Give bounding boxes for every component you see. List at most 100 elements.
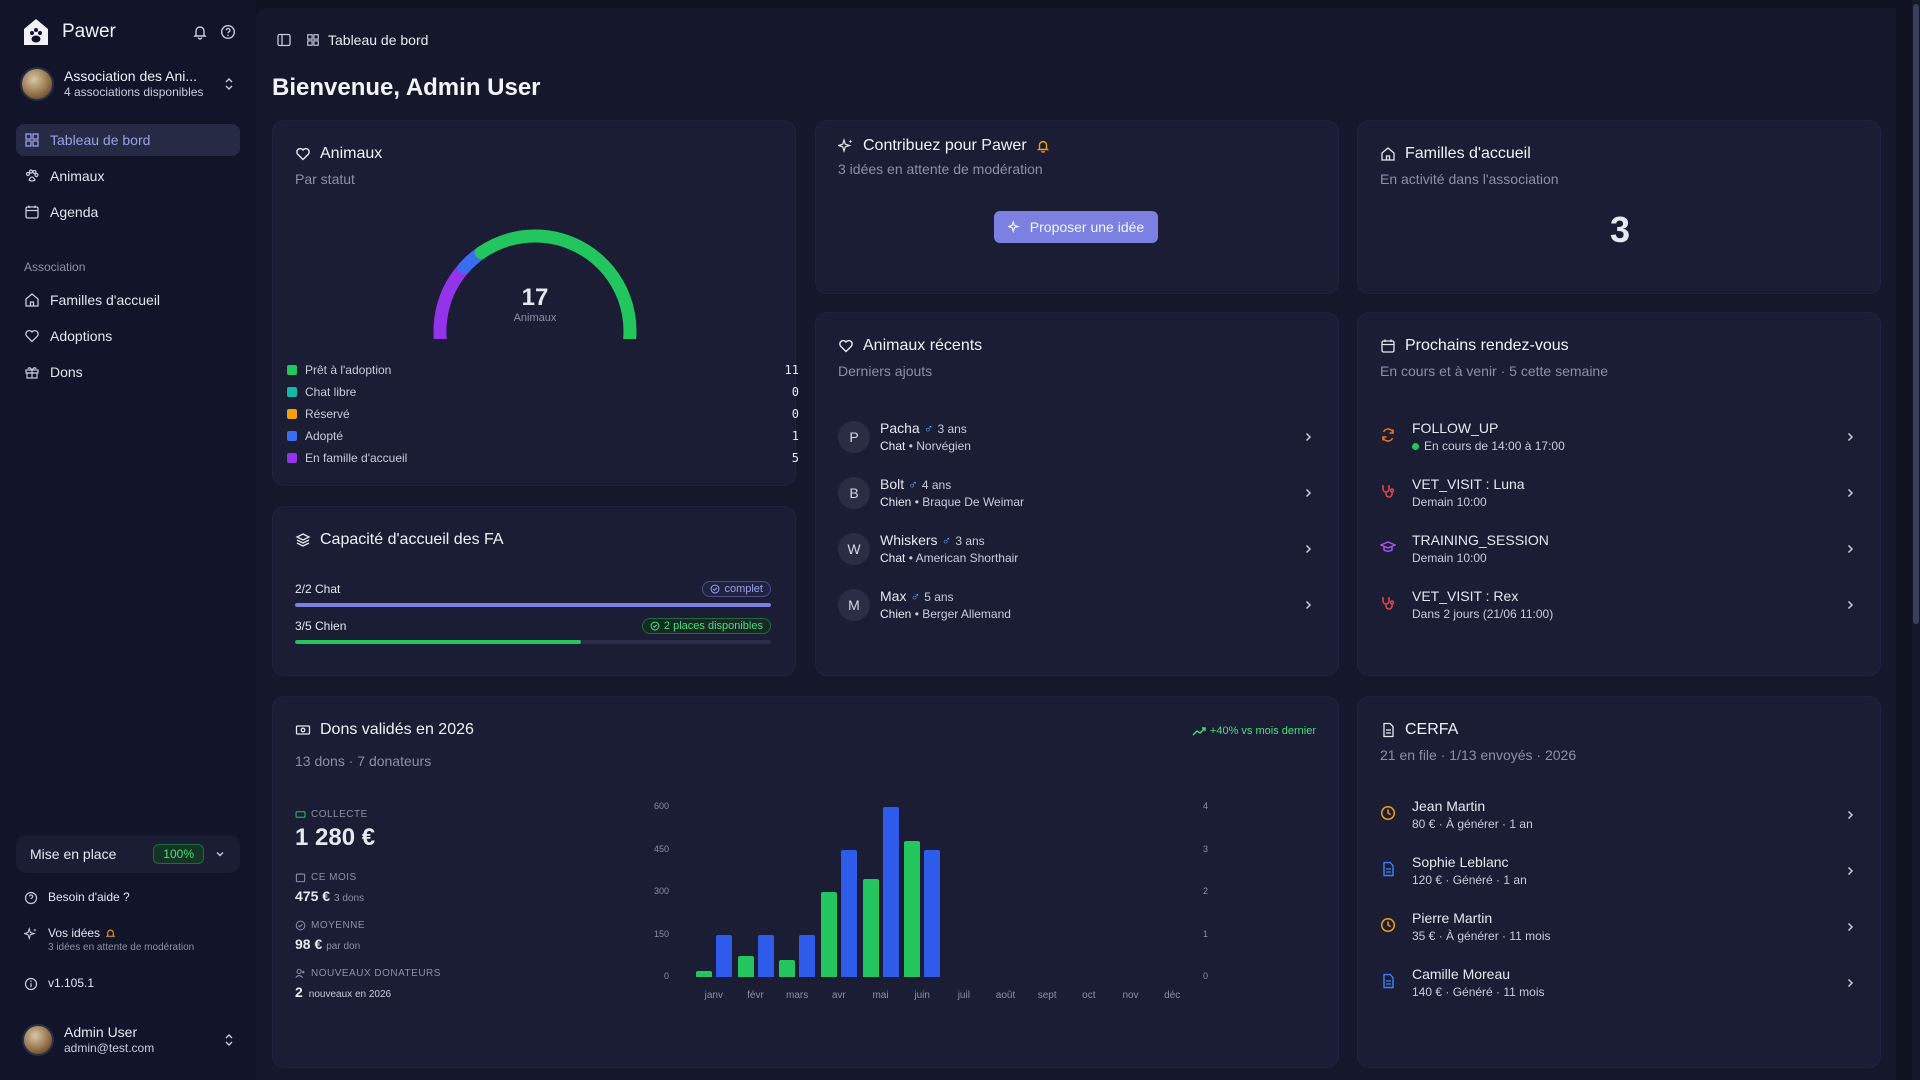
cerfa-name: Jean Martin bbox=[1412, 798, 1486, 815]
nav-label: Animaux bbox=[50, 168, 105, 184]
nav-item-familles[interactable]: Familles d'accueil bbox=[16, 284, 240, 316]
help-circle-icon bbox=[24, 891, 38, 905]
cerfa-item[interactable]: Jean Martin 80 € · À générer · 1 an bbox=[1380, 787, 1856, 843]
capacity-bar-fill bbox=[295, 603, 771, 607]
nav-label: Tableau de bord bbox=[50, 132, 151, 148]
animal-name: Max bbox=[880, 588, 907, 605]
gauge-total: 17 bbox=[521, 284, 549, 311]
breadcrumb-label[interactable]: Tableau de bord bbox=[328, 32, 429, 48]
sparkles-icon bbox=[1007, 220, 1020, 234]
nav-item-dons[interactable]: Dons bbox=[16, 356, 240, 388]
cerfa-item[interactable]: Camille Moreau 140 € · Généré · 11 mois bbox=[1380, 955, 1856, 1011]
scrollbar[interactable] bbox=[1912, 0, 1920, 1080]
card-subtitle: En activité dans l'association bbox=[1380, 171, 1559, 187]
org-switcher[interactable]: Association des Ani... 4 associations di… bbox=[20, 62, 236, 106]
sparkles-icon bbox=[838, 138, 853, 154]
user-plus-icon bbox=[295, 968, 305, 978]
rdv-item[interactable]: TRAINING_SESSION Demain 10:00 bbox=[1380, 521, 1856, 577]
cerfa-item[interactable]: Sophie Leblanc 120 € · Généré · 1 an bbox=[1380, 843, 1856, 899]
recents-list: P Pacha ♂ 3 ans Chat • Norvégien B Bolt … bbox=[838, 409, 1314, 633]
legend-label: Chat libre bbox=[305, 385, 357, 399]
gauge-label: Animaux bbox=[513, 312, 557, 324]
chart-bar[interactable] bbox=[904, 841, 921, 977]
chart-bar[interactable] bbox=[737, 955, 754, 977]
animal-species: Chien bbox=[880, 495, 912, 510]
x-tick-label: janv bbox=[704, 990, 723, 1001]
chart-bar[interactable] bbox=[779, 960, 796, 977]
cerfa-detail: 140 € · Généré · 11 mois bbox=[1412, 985, 1545, 1000]
chevrons-up-down-icon bbox=[222, 77, 236, 91]
animal-breed: Braque De Weimar bbox=[922, 495, 1025, 510]
animal-avatar: P bbox=[838, 421, 870, 453]
calendar-icon bbox=[25, 205, 39, 219]
card-title: Prochains rendez-vous bbox=[1405, 337, 1569, 354]
sidebar-toggle-icon[interactable] bbox=[276, 32, 292, 48]
version-info[interactable]: v1.105.1 bbox=[24, 976, 244, 991]
chart-bar[interactable] bbox=[820, 892, 837, 977]
heart-icon bbox=[25, 329, 39, 343]
help-link[interactable]: Besoin d'aide ? bbox=[24, 890, 244, 905]
rdv-title: VET_VISIT : Luna bbox=[1412, 476, 1525, 493]
chart-bar[interactable] bbox=[715, 934, 732, 977]
recent-animal-item[interactable]: B Bolt ♂ 4 ans Chien • Braque De Weimar bbox=[838, 465, 1314, 521]
animal-age: 5 ans bbox=[924, 589, 954, 604]
chart-bar[interactable] bbox=[695, 971, 712, 977]
chart-bar[interactable] bbox=[862, 879, 879, 977]
x-tick-label: oct bbox=[1082, 990, 1096, 1001]
rdv-item[interactable]: VET_VISIT : Rex Dans 2 jours (21/06 11:0… bbox=[1380, 577, 1856, 633]
x-tick-label: août bbox=[995, 990, 1016, 1001]
document-icon bbox=[1380, 973, 1400, 993]
refresh-icon bbox=[1380, 427, 1400, 447]
chart-bar[interactable] bbox=[757, 934, 774, 977]
cerfa-detail: 120 € · Généré · 1 an bbox=[1412, 873, 1527, 888]
nav-item-agenda[interactable]: Agenda bbox=[16, 196, 240, 228]
nav-item-animaux[interactable]: Animaux bbox=[16, 160, 240, 192]
scrollbar-thumb[interactable] bbox=[1913, 4, 1919, 624]
user-avatar bbox=[22, 1024, 54, 1056]
chart-bar[interactable] bbox=[882, 807, 899, 977]
chevron-right-icon bbox=[1302, 543, 1314, 555]
rdv-when: En cours de 14:00 à 17:00 bbox=[1424, 439, 1565, 454]
animal-name: Whiskers bbox=[880, 532, 938, 549]
animal-breed: American Shorthair bbox=[915, 551, 1019, 566]
legend-value: 0 bbox=[791, 385, 799, 399]
nav-item-adoptions[interactable]: Adoptions bbox=[16, 320, 240, 352]
rdv-item[interactable]: FOLLOW_UP En cours de 14:00 à 17:00 bbox=[1380, 409, 1856, 465]
rdv-title: TRAINING_SESSION bbox=[1412, 532, 1549, 549]
recent-animal-item[interactable]: P Pacha ♂ 3 ans Chat • Norvégien bbox=[838, 409, 1314, 465]
rdv-item[interactable]: VET_VISIT : Luna Demain 10:00 bbox=[1380, 465, 1856, 521]
card-title: Contribuez pour Pawer bbox=[863, 137, 1027, 154]
info-icon bbox=[24, 977, 38, 991]
mois-label: CE MOIS bbox=[311, 872, 357, 883]
chart-bar[interactable] bbox=[840, 849, 857, 977]
nav-item-tableau-de-bord[interactable]: Tableau de bord bbox=[16, 124, 240, 156]
mois-value: 475 € bbox=[295, 888, 331, 904]
chevron-right-icon bbox=[1844, 921, 1856, 933]
y-tick-right: 3 bbox=[1203, 843, 1209, 854]
propose-idea-button[interactable]: Proposer une idée bbox=[994, 211, 1158, 243]
y-tick-right: 2 bbox=[1203, 886, 1209, 896]
nav-main: Tableau de bord Animaux Agenda bbox=[16, 124, 240, 232]
help-circle-icon[interactable] bbox=[220, 24, 236, 40]
recent-animal-item[interactable]: M Max ♂ 5 ans Chien • Berger Allemand bbox=[838, 577, 1314, 633]
clock-icon bbox=[1380, 917, 1400, 937]
setup-progress[interactable]: Mise en place 100% bbox=[16, 835, 240, 873]
animal-breed: Norvégien bbox=[916, 439, 971, 454]
chart-bar[interactable] bbox=[924, 849, 941, 977]
nav-label: Adoptions bbox=[50, 328, 113, 344]
user-menu[interactable]: Admin User admin@test.com bbox=[22, 1022, 236, 1058]
bell-icon[interactable] bbox=[192, 24, 208, 40]
card-subtitle: 21 en file · 1/13 envoyés · 2026 bbox=[1380, 747, 1577, 763]
pawer-logo-icon[interactable] bbox=[20, 16, 52, 48]
x-tick-label: juil bbox=[957, 990, 970, 1001]
cerfa-name: Pierre Martin bbox=[1412, 910, 1493, 927]
male-icon: ♂ bbox=[910, 589, 921, 605]
ideas-link[interactable]: Vos idées 3 idées en attente de modérati… bbox=[24, 926, 244, 953]
chevron-right-icon bbox=[1844, 865, 1856, 877]
chart-bar[interactable] bbox=[799, 934, 816, 977]
cerfa-item[interactable]: Pierre Martin 35 € · À générer · 11 mois bbox=[1380, 899, 1856, 955]
clock-icon bbox=[1380, 805, 1400, 825]
nav-label: Familles d'accueil bbox=[50, 292, 161, 308]
capacity-badge-label: 2 places disponibles bbox=[663, 620, 763, 632]
recent-animal-item[interactable]: W Whiskers ♂ 3 ans Chat • American Short… bbox=[838, 521, 1314, 577]
